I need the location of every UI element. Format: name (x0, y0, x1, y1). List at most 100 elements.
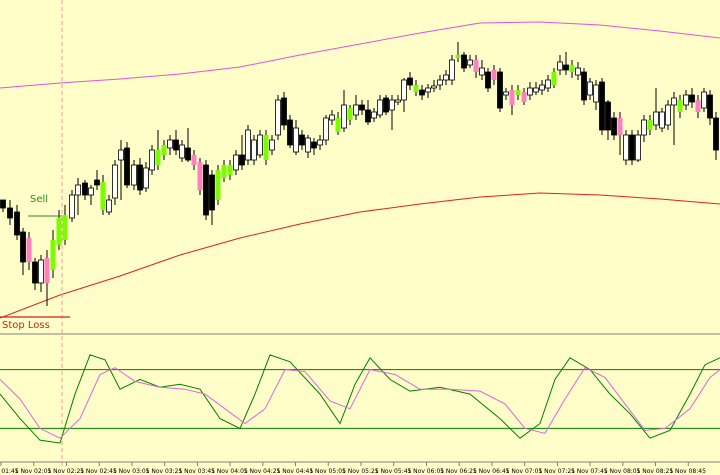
candle (623, 130, 629, 165)
candle-body (599, 81, 605, 131)
candle (227, 160, 233, 180)
time-tick-label: 1 Nov 05:05 (309, 468, 346, 475)
candle (443, 70, 449, 85)
candle-body (82, 182, 88, 196)
candle-body (389, 99, 395, 111)
candle-body (215, 170, 221, 200)
candle (263, 130, 269, 165)
candle (69, 190, 75, 222)
candle-body (341, 104, 347, 129)
candle-body (185, 147, 191, 161)
candle (365, 100, 371, 125)
candle-body (557, 61, 563, 71)
candle-body (161, 145, 167, 155)
candle (287, 115, 293, 148)
candle (503, 88, 509, 100)
candle (401, 78, 407, 112)
candle-body (563, 64, 569, 71)
candle (323, 115, 329, 145)
candle (20, 228, 26, 275)
candle (0, 199, 6, 212)
candle-body (485, 71, 491, 89)
candle (197, 158, 203, 195)
stoploss-label: Stop Loss (2, 320, 50, 331)
candle-body (112, 164, 118, 199)
candle (389, 95, 395, 130)
candle (299, 130, 305, 150)
candle-body (359, 104, 365, 111)
candle-body (311, 141, 317, 149)
candle (281, 92, 287, 130)
candle-body (713, 117, 719, 151)
candle-body (20, 231, 26, 263)
candle (179, 140, 185, 162)
candle (707, 90, 713, 125)
candle-body (251, 139, 257, 161)
candle (413, 80, 419, 96)
candle (38, 255, 44, 292)
candle (149, 145, 155, 175)
candle-body (473, 60, 479, 72)
candle-body (455, 55, 461, 58)
candle-body (50, 240, 56, 270)
time-tick-label: 1 Nov 01:45 (0, 468, 19, 475)
candle (545, 75, 551, 92)
candle (359, 100, 365, 115)
candle-body (131, 164, 137, 186)
candle (161, 140, 167, 160)
candle (75, 178, 81, 215)
candle (305, 135, 311, 158)
candle (431, 80, 437, 92)
candle-body (173, 139, 179, 151)
candle-body (635, 134, 641, 161)
candle-body (401, 79, 407, 101)
candle (611, 112, 617, 140)
candle (455, 42, 461, 62)
candle (641, 115, 647, 142)
candle (341, 90, 347, 132)
candle (659, 108, 665, 132)
candle-body (587, 81, 593, 96)
candle-body (209, 174, 215, 211)
candle (251, 135, 257, 165)
candle-body (335, 118, 341, 132)
candle-body (539, 84, 545, 91)
candle-body (449, 59, 455, 81)
candle (347, 105, 353, 125)
candle (275, 95, 281, 140)
candle (599, 78, 605, 135)
time-tick-label: 1 Nov 06:25 (440, 468, 477, 475)
candle-body (197, 162, 203, 190)
time-tick-label: 1 Nov 04:25 (244, 468, 281, 475)
candle-body (233, 154, 239, 171)
candle (82, 180, 88, 200)
candle (62, 205, 68, 245)
candle-body (431, 85, 437, 89)
candle (353, 95, 359, 120)
candle (94, 170, 100, 190)
candle-body (179, 144, 185, 159)
candle (449, 55, 455, 85)
candle (137, 158, 143, 195)
candle-body (44, 258, 50, 283)
candle-body (38, 259, 44, 284)
time-tick-label: 1 Nov 03:05 (113, 468, 150, 475)
candle-body (683, 94, 689, 106)
candle-body (353, 104, 359, 116)
candle-body (509, 90, 515, 105)
candle-body (413, 85, 419, 92)
candle-body (329, 114, 335, 121)
stochastic-lines (0, 354, 720, 444)
stochastic-signal-line (0, 366, 720, 439)
candle (221, 160, 227, 182)
candle-body (707, 94, 713, 119)
candle (26, 232, 32, 270)
candle-body (0, 199, 6, 209)
candle (143, 162, 149, 192)
candle (497, 68, 503, 112)
candle-body (665, 104, 671, 126)
candle-body (281, 97, 287, 126)
candle-body (659, 111, 665, 129)
candle (629, 130, 635, 165)
